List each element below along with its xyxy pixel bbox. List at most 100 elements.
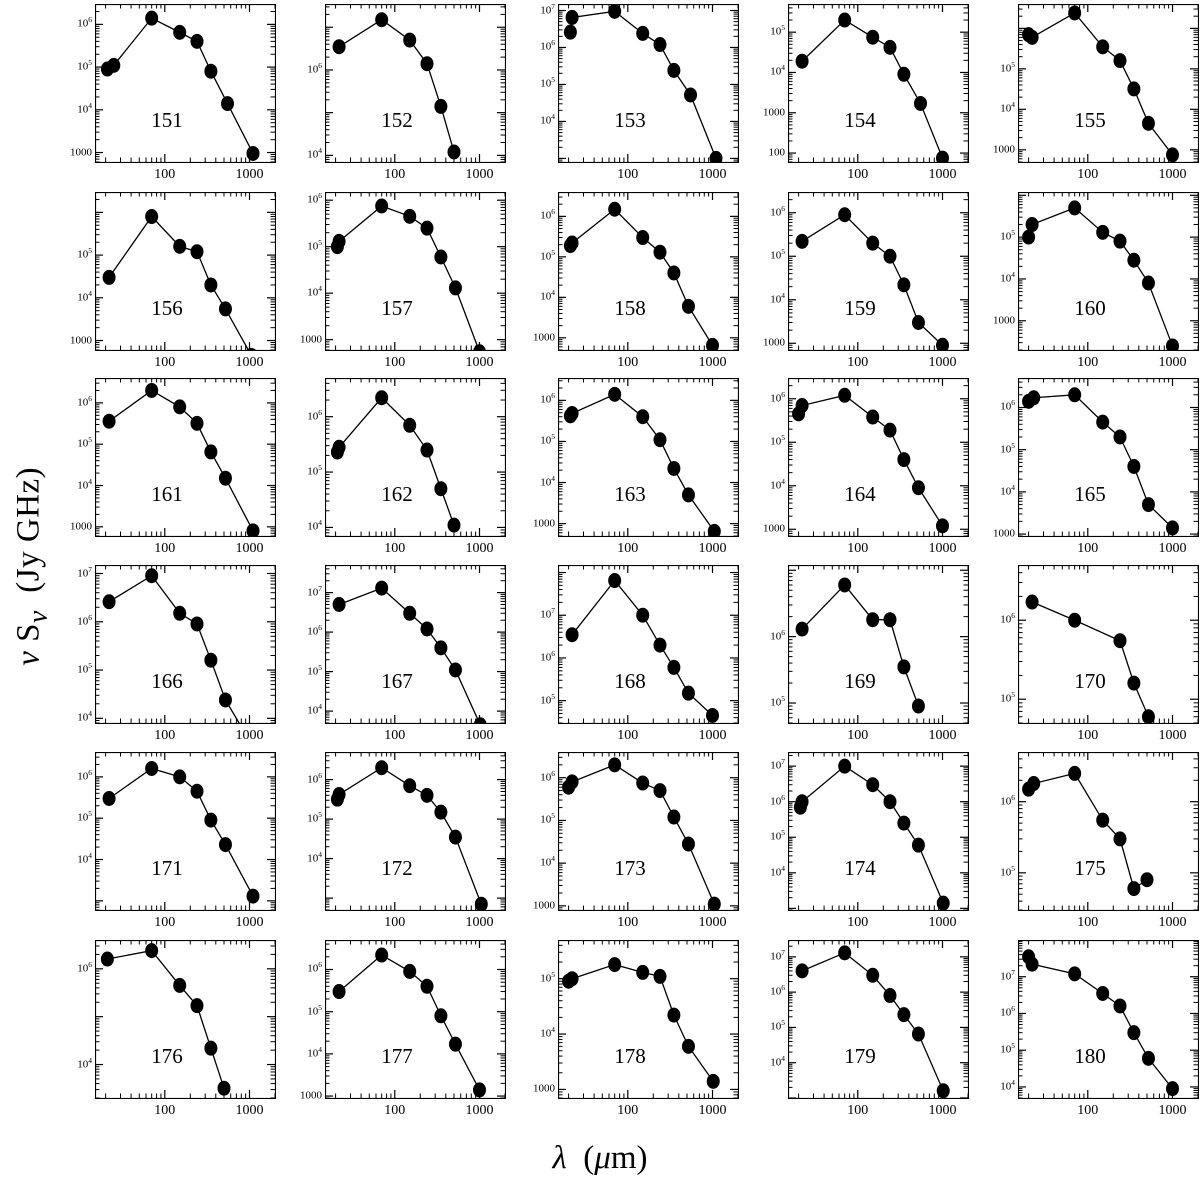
- y-tick-label: 106: [1000, 792, 1015, 808]
- data-point: [173, 238, 187, 254]
- plot-area-173: [558, 752, 739, 911]
- plot-area-168: [558, 565, 739, 724]
- data-point: [883, 422, 897, 438]
- data-point: [204, 444, 218, 460]
- data-point: [375, 947, 389, 963]
- data-point: [911, 480, 925, 496]
- data-point: [1127, 881, 1141, 897]
- data-point: [190, 415, 204, 431]
- y-tick-label: 107: [770, 947, 785, 963]
- data-point: [1022, 229, 1036, 245]
- x-tick-label: 100: [847, 1103, 869, 1118]
- data-point: [838, 945, 852, 961]
- sed-panel-153: 104 105 106 107 100 1000 153: [540, 2, 739, 182]
- y-tick-label: 105: [307, 1002, 322, 1018]
- y-tick-label: 107: [540, 1, 555, 16]
- data-point: [420, 442, 434, 458]
- y-tick-label: 105: [770, 247, 785, 262]
- data-point: [706, 337, 719, 351]
- sed-panel-173: 1000 104 105 106 100 1000 173: [533, 752, 739, 930]
- data-point: [190, 616, 204, 632]
- y-tick-label: 106: [770, 203, 785, 219]
- y-tick-label: 104: [770, 1053, 785, 1069]
- data-point: [1096, 39, 1110, 55]
- data-point: [246, 523, 260, 537]
- data-point: [107, 57, 121, 73]
- y-tick-label: 1000: [763, 336, 785, 349]
- y-tick-label: 100: [768, 146, 786, 159]
- data-point: [838, 207, 852, 223]
- data-point: [420, 220, 434, 236]
- data-point: [145, 10, 159, 26]
- x-tick-label: 100: [1077, 355, 1099, 370]
- y-tick-label: 106: [77, 767, 92, 783]
- data-point: [217, 1080, 231, 1096]
- data-point: [1166, 1081, 1180, 1097]
- data-point: [190, 33, 204, 49]
- data-point: [403, 963, 417, 979]
- data-point: [883, 39, 897, 55]
- data-point: [897, 1007, 911, 1023]
- data-point: [375, 580, 389, 596]
- sed-panel-169: 105 106 100 1000 169: [770, 565, 969, 743]
- x-tick-label: 1000: [1158, 1103, 1187, 1118]
- x-tick-label: 1000: [465, 915, 494, 930]
- data-point: [653, 244, 667, 260]
- data-point: [936, 1083, 950, 1099]
- panel-id-label: 153: [614, 108, 646, 133]
- sed-panel-174: 104 105 106 107 100 1000 174: [770, 752, 969, 930]
- x-tick-label: 100: [154, 1103, 176, 1118]
- y-tick-label: 106: [770, 982, 785, 998]
- data-point: [866, 29, 880, 45]
- data-point: [173, 605, 187, 621]
- y-tick-label: 106: [540, 38, 555, 53]
- panel-id-label: 169: [844, 669, 876, 694]
- data-point: [145, 760, 159, 776]
- y-tick-label: 1000: [300, 1089, 322, 1102]
- y-tick-label: 106: [770, 627, 785, 643]
- x-tick-label: 100: [384, 355, 406, 370]
- x-tick-label: 100: [1077, 915, 1099, 930]
- panel-grid: 1000 104 105 106 100 1000 151 104 106 100 1000 152 1…: [70, 2, 1199, 1118]
- x-tick-label: 1000: [928, 167, 957, 182]
- data-point: [936, 895, 950, 911]
- sed-line: [108, 215, 250, 351]
- data-point: [1113, 53, 1127, 69]
- y-tick-label: 105: [540, 969, 555, 985]
- y-tick-label: 106: [540, 768, 555, 784]
- sed-panel-165: 1000 104 105 106 100 1000 165: [993, 378, 1199, 556]
- x-tick-label: 100: [154, 167, 176, 182]
- y-tick-label: 105: [1000, 59, 1015, 75]
- data-point: [636, 607, 650, 623]
- data-point: [448, 662, 462, 678]
- y-tick-label: 104: [1000, 482, 1015, 498]
- y-tick-label: 1000: [70, 334, 92, 347]
- x-tick-label: 1000: [1158, 541, 1187, 556]
- panel-id-label: 152: [381, 108, 413, 133]
- panel-id-label: 173: [614, 856, 646, 881]
- x-tick-label: 100: [847, 167, 869, 182]
- data-point: [795, 233, 809, 249]
- data-point: [653, 37, 667, 53]
- plot-area-160: [1018, 192, 1199, 351]
- y-tick-label: 106: [540, 648, 555, 664]
- data-point: [565, 971, 579, 987]
- y-tick-label: 105: [307, 462, 322, 478]
- data-point: [707, 896, 721, 911]
- sed-panel-172: 104 105 106 100 1000 172: [307, 752, 506, 930]
- data-point: [897, 277, 911, 293]
- data-point: [403, 778, 417, 794]
- data-point: [608, 201, 622, 217]
- plot-area-152: [325, 4, 506, 163]
- panel-id-label: 157: [381, 296, 413, 321]
- data-point: [102, 790, 116, 806]
- y-tick-label: 105: [1000, 227, 1015, 243]
- panel-id-label: 172: [381, 856, 413, 881]
- data-point: [434, 804, 448, 820]
- x-tick-label: 1000: [235, 355, 264, 370]
- data-point: [246, 145, 260, 161]
- data-point: [565, 235, 579, 251]
- data-point: [563, 24, 577, 40]
- data-point: [190, 783, 204, 799]
- data-point: [1140, 872, 1154, 888]
